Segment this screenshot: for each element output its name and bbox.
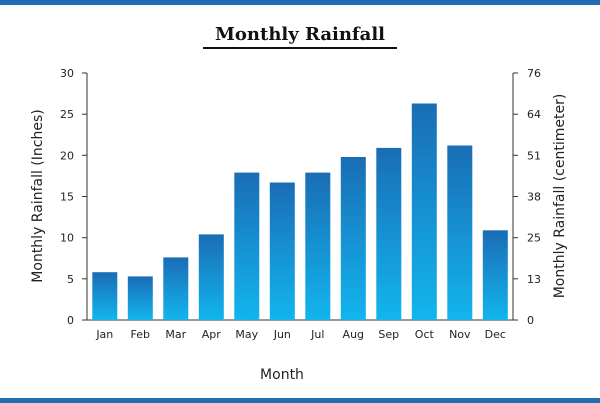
x-tick-label: Apr: [202, 328, 222, 341]
bar-sep: [376, 147, 402, 320]
bar-jun: [269, 182, 295, 320]
y2-axis-label: Monthly Rainfall (centimeter): [552, 94, 568, 299]
top-border: [0, 0, 600, 5]
bar-apr: [198, 234, 224, 320]
y2-tick-label: 64: [527, 108, 541, 121]
x-tick-label: Jun: [273, 328, 291, 341]
x-axis-label: Month: [260, 367, 304, 383]
x-tick-label: Sep: [378, 328, 399, 341]
y2-tick-label: 76: [527, 67, 541, 80]
x-tick-label: May: [235, 328, 258, 341]
y-tick-label: 0: [67, 314, 74, 327]
x-tick-label: Mar: [165, 328, 186, 341]
y2-tick-label: 0: [527, 314, 534, 327]
bottom-border: [0, 398, 600, 403]
x-tick-label: Aug: [343, 328, 364, 341]
y2-tick-label: 13: [527, 273, 541, 286]
bar-may: [234, 172, 260, 320]
bars: [92, 103, 508, 320]
y-axis-label: Monthly Rainfall (Inches): [30, 109, 46, 282]
y2-tick-label: 38: [527, 191, 541, 204]
y2-tick-label: 25: [527, 232, 541, 245]
chart-title: Monthly Rainfall: [214, 24, 386, 45]
bar-oct: [411, 103, 437, 320]
title-underline: [203, 47, 397, 49]
y-tick-label: 20: [60, 149, 74, 162]
x-tick-label: Oct: [415, 328, 435, 341]
y-tick-label: 10: [60, 232, 74, 245]
y2-tick-labels: 0 13 25 38 51 64 76: [513, 67, 541, 327]
bar-jul: [305, 172, 331, 320]
bar-nov: [447, 145, 473, 320]
bar-aug: [340, 157, 366, 320]
x-tick-label: Jul: [310, 328, 324, 341]
x-tick-label: Nov: [449, 328, 471, 341]
y-tick-label: 5: [67, 273, 74, 286]
bar-feb: [127, 276, 153, 320]
y-tick-label: 25: [60, 108, 74, 121]
y-tick-label: 15: [60, 191, 74, 204]
x-tick-label: Feb: [131, 328, 150, 341]
x-tick-label: Dec: [485, 328, 506, 341]
y-tick-labels: 0 5 10 15 20 25 30: [60, 67, 87, 327]
bar-dec: [482, 230, 508, 320]
bar-jan: [92, 272, 118, 320]
bar-mar: [163, 257, 189, 320]
y-tick-label: 30: [60, 67, 74, 80]
y2-tick-label: 51: [527, 149, 541, 162]
x-tick-labels: Jan Feb Mar Apr May Jun Jul Aug Sep Oct Nov Dec: [95, 328, 506, 341]
x-tick-label: Jan: [95, 328, 113, 341]
